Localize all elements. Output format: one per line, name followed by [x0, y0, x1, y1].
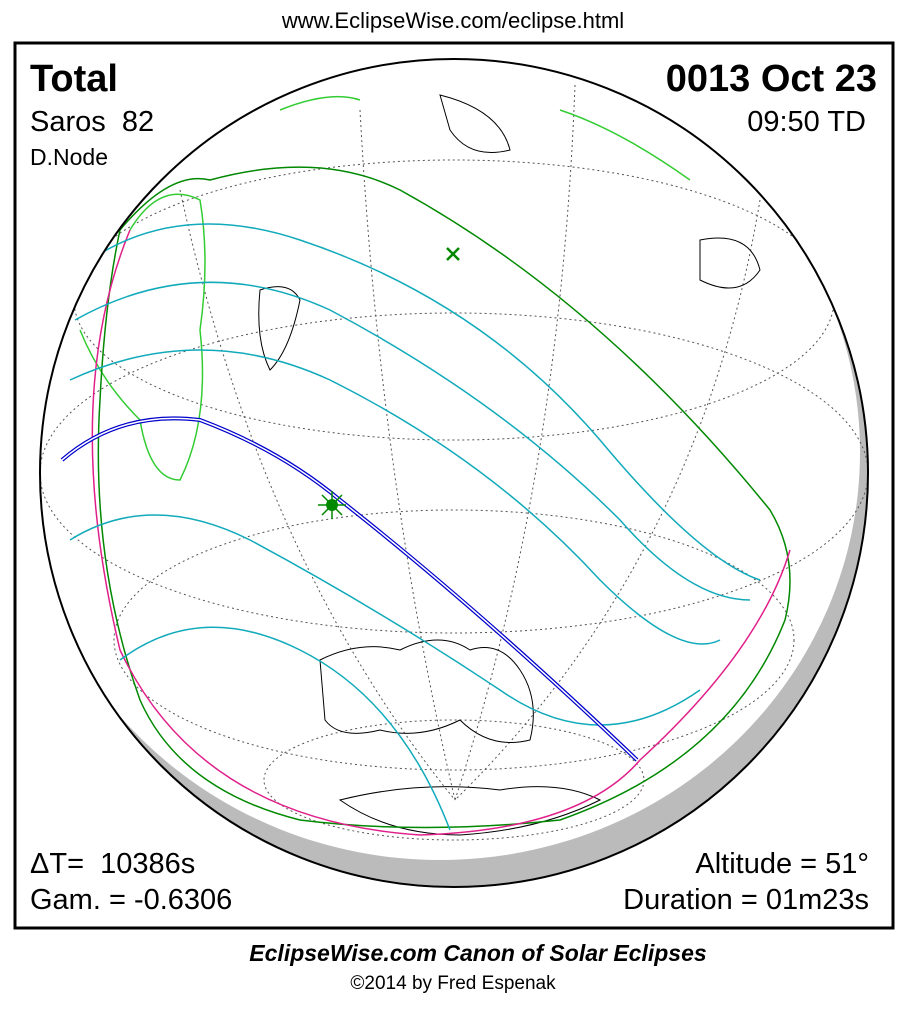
footer-title: EclipseWise.com Canon of Solar Eclipses — [249, 940, 706, 966]
time: 09:50 TD — [747, 106, 866, 138]
gamma: Gam. = -0.6306 — [30, 884, 232, 916]
altitude: Altitude = 51° — [695, 848, 869, 880]
date: 0013 Oct 23 — [666, 58, 877, 100]
copyright: ©2014 by Fred Espenak — [350, 973, 556, 994]
eclipse-type: Total — [30, 58, 118, 100]
delta-t: ΔT= 10386s — [30, 848, 195, 880]
globe — [39, 58, 869, 888]
saros: Saros 82 — [30, 106, 154, 138]
node: D.Node — [30, 144, 108, 170]
duration: Duration = 01m23s — [623, 884, 869, 916]
url: www.EclipseWise.com/eclipse.html — [281, 8, 624, 33]
